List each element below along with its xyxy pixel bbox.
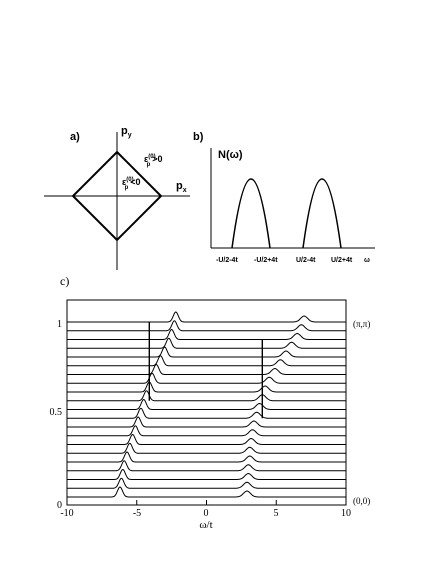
y-tick-0: 0 [57, 500, 62, 511]
panel-b: b) N(ω) -U/2-4t -U/2+4t U/2-4t U/2+4t ω [193, 131, 375, 264]
tick-marks [66, 321, 347, 505]
x-tick-m10: -10 [60, 508, 73, 519]
panel-c: c) 0 0.5 1 -10 -5 0 5 10 ω/t (π,π) (0,0) [50, 274, 371, 531]
label-zero-zero: (0,0) [353, 496, 370, 506]
fermi-surface-diamond [71, 150, 163, 242]
px-axis-label: px [176, 180, 187, 194]
x-tick-0: 0 [204, 508, 209, 519]
tick-upper-min: U/2-4t [296, 257, 316, 264]
upper-hubbard-band [302, 178, 342, 249]
x-tick-5: 5 [274, 508, 279, 519]
outside-energy-label: ε(0) p>0 [144, 154, 163, 168]
spectral-curve-13 [67, 372, 346, 384]
spectral-curve-20 [67, 311, 346, 323]
panel-c-label: c) [60, 274, 69, 288]
spectral-curves [67, 311, 346, 498]
spectral-curve-4 [67, 451, 346, 463]
spectral-curve-10 [67, 398, 346, 410]
spectral-curve-16 [67, 346, 346, 358]
spectral-curve-6 [67, 433, 346, 445]
tick-lower-min: -U/2-4t [216, 257, 238, 264]
spectral-curve-8 [67, 416, 346, 428]
dos-axis-label: N(ω) [218, 149, 243, 161]
x-tick-10: 10 [341, 508, 351, 519]
spectral-curve-14 [67, 363, 346, 375]
spectral-curve-2 [67, 468, 346, 480]
spectral-curve-0 [67, 486, 346, 498]
panel-a-label: a) [70, 131, 80, 143]
py-axis-label: py [121, 125, 132, 139]
spectral-curve-15 [67, 355, 346, 367]
panel-a: a) py px ε(0) p>0 ε(0) p<0 [44, 125, 190, 270]
spectral-curve-1 [67, 477, 346, 489]
spectral-curve-3 [67, 460, 346, 472]
spectral-curve-18 [67, 328, 346, 340]
panel-b-label: b) [193, 131, 204, 143]
spectral-curve-17 [67, 337, 346, 349]
y-tick-0-5: 0.5 [50, 407, 63, 418]
x-tick-m5: -5 [133, 508, 141, 519]
spectral-curve-12 [67, 381, 346, 393]
y-tick-1: 1 [57, 319, 62, 330]
spectral-curve-7 [67, 425, 346, 437]
spectral-curve-19 [67, 320, 346, 332]
omega-axis-label: ω [364, 257, 370, 264]
spectral-curve-9 [67, 407, 346, 419]
label-pi-pi: (π,π) [353, 319, 370, 329]
x-axis-label: ω/t [199, 519, 212, 531]
spectral-curve-5 [67, 442, 346, 454]
tick-upper-max: U/2+4t [331, 257, 353, 264]
inside-energy-label: ε(0) p<0 [122, 177, 141, 191]
spectral-curve-11 [67, 390, 346, 402]
lower-hubbard-band [231, 178, 271, 249]
tick-lower-max: -U/2+4t [254, 257, 278, 264]
